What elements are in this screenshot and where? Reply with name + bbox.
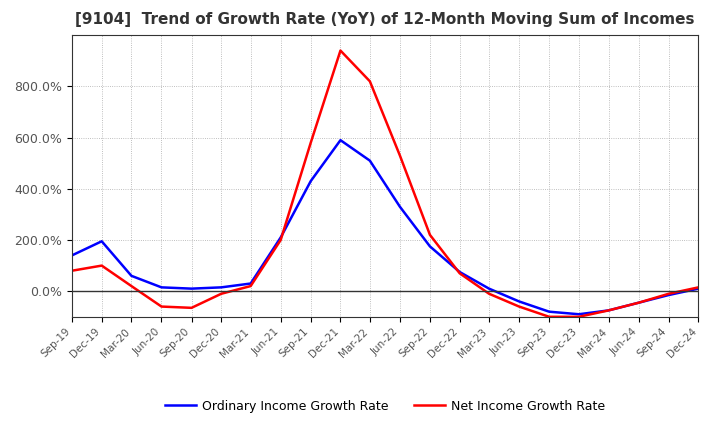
- Title: [9104]  Trend of Growth Rate (YoY) of 12-Month Moving Sum of Incomes: [9104] Trend of Growth Rate (YoY) of 12-…: [76, 12, 695, 27]
- Line: Ordinary Income Growth Rate: Ordinary Income Growth Rate: [72, 140, 698, 314]
- Line: Net Income Growth Rate: Net Income Growth Rate: [72, 51, 698, 317]
- Legend: Ordinary Income Growth Rate, Net Income Growth Rate: Ordinary Income Growth Rate, Net Income …: [160, 395, 611, 418]
